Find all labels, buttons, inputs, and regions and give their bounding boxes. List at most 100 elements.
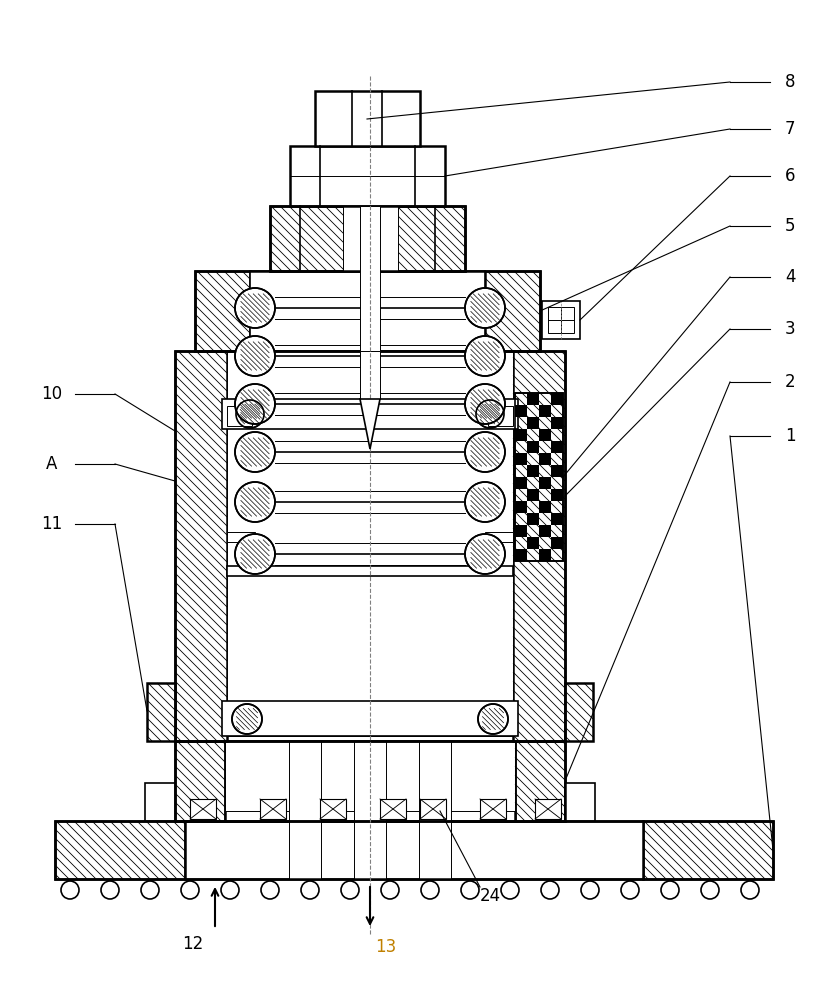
Bar bbox=[551, 417, 563, 429]
Circle shape bbox=[235, 288, 275, 328]
Circle shape bbox=[465, 288, 505, 328]
Bar bbox=[527, 513, 539, 525]
Text: 7: 7 bbox=[785, 120, 795, 138]
Bar bbox=[343, 206, 398, 271]
Bar bbox=[147, 683, 175, 741]
Circle shape bbox=[61, 881, 79, 899]
Bar bbox=[380, 799, 406, 819]
Bar bbox=[190, 799, 216, 819]
Text: 12: 12 bbox=[182, 935, 203, 953]
Bar bbox=[227, 532, 255, 542]
Bar bbox=[565, 683, 593, 741]
Bar bbox=[515, 453, 527, 465]
Bar bbox=[260, 799, 286, 819]
Circle shape bbox=[501, 881, 519, 899]
Bar bbox=[289, 741, 321, 879]
Bar bbox=[354, 741, 386, 879]
Bar bbox=[535, 799, 561, 819]
Bar bbox=[539, 549, 551, 561]
Bar bbox=[227, 566, 513, 576]
Bar bbox=[515, 429, 527, 441]
Circle shape bbox=[141, 881, 159, 899]
Circle shape bbox=[478, 704, 508, 734]
Text: 4: 4 bbox=[785, 268, 795, 286]
Circle shape bbox=[235, 336, 275, 376]
Circle shape bbox=[661, 881, 679, 899]
Bar bbox=[225, 741, 515, 811]
Text: 3: 3 bbox=[785, 320, 795, 338]
Bar bbox=[315, 91, 420, 146]
Bar bbox=[488, 406, 513, 426]
Bar bbox=[195, 271, 250, 351]
Text: 13: 13 bbox=[375, 938, 396, 956]
Circle shape bbox=[261, 881, 279, 899]
Bar bbox=[551, 537, 563, 549]
Bar bbox=[55, 821, 773, 879]
Circle shape bbox=[301, 881, 319, 899]
Bar bbox=[542, 301, 580, 339]
Bar bbox=[551, 393, 563, 405]
Bar bbox=[175, 351, 565, 741]
Bar bbox=[55, 821, 185, 879]
Bar bbox=[515, 525, 527, 537]
Bar bbox=[195, 271, 540, 351]
Bar bbox=[227, 406, 252, 426]
Text: 10: 10 bbox=[41, 385, 63, 403]
Text: 5: 5 bbox=[785, 217, 795, 235]
Bar bbox=[539, 477, 551, 489]
Bar bbox=[145, 783, 175, 821]
Bar bbox=[515, 393, 563, 561]
Bar bbox=[515, 405, 527, 417]
Bar bbox=[360, 351, 380, 399]
Bar bbox=[227, 351, 513, 736]
Bar bbox=[539, 405, 551, 417]
Text: 8: 8 bbox=[785, 73, 795, 91]
Bar bbox=[515, 741, 565, 821]
Circle shape bbox=[232, 704, 262, 734]
Circle shape bbox=[235, 384, 275, 424]
Bar bbox=[513, 351, 565, 741]
Bar bbox=[270, 206, 465, 271]
Bar bbox=[227, 351, 513, 741]
Bar bbox=[420, 799, 446, 819]
Circle shape bbox=[101, 881, 119, 899]
Bar bbox=[527, 465, 539, 477]
Circle shape bbox=[235, 482, 275, 522]
Text: 11: 11 bbox=[41, 515, 63, 533]
Circle shape bbox=[741, 881, 759, 899]
Text: A: A bbox=[46, 455, 58, 473]
Text: 1: 1 bbox=[785, 427, 795, 445]
Bar bbox=[419, 741, 451, 879]
Circle shape bbox=[581, 881, 599, 899]
Bar bbox=[222, 701, 518, 736]
Circle shape bbox=[465, 482, 505, 522]
Bar bbox=[551, 513, 563, 525]
Circle shape bbox=[341, 881, 359, 899]
Bar bbox=[320, 799, 346, 819]
Bar bbox=[360, 206, 380, 351]
Circle shape bbox=[381, 881, 399, 899]
Bar bbox=[222, 399, 518, 429]
Polygon shape bbox=[360, 399, 380, 449]
Bar bbox=[175, 741, 225, 821]
Circle shape bbox=[461, 881, 479, 899]
Circle shape bbox=[421, 881, 439, 899]
Circle shape bbox=[701, 881, 719, 899]
Circle shape bbox=[235, 534, 275, 574]
Bar bbox=[175, 351, 227, 741]
Bar bbox=[175, 741, 565, 821]
Bar bbox=[548, 307, 574, 333]
Circle shape bbox=[476, 400, 504, 428]
Bar bbox=[225, 741, 515, 821]
Circle shape bbox=[465, 432, 505, 472]
Bar bbox=[551, 465, 563, 477]
Bar bbox=[539, 501, 551, 513]
Bar bbox=[539, 429, 551, 441]
Bar bbox=[185, 821, 643, 879]
Circle shape bbox=[235, 432, 275, 472]
Bar bbox=[485, 532, 513, 542]
Text: 2: 2 bbox=[785, 373, 795, 391]
Bar bbox=[515, 501, 527, 513]
Circle shape bbox=[541, 881, 559, 899]
Circle shape bbox=[465, 384, 505, 424]
